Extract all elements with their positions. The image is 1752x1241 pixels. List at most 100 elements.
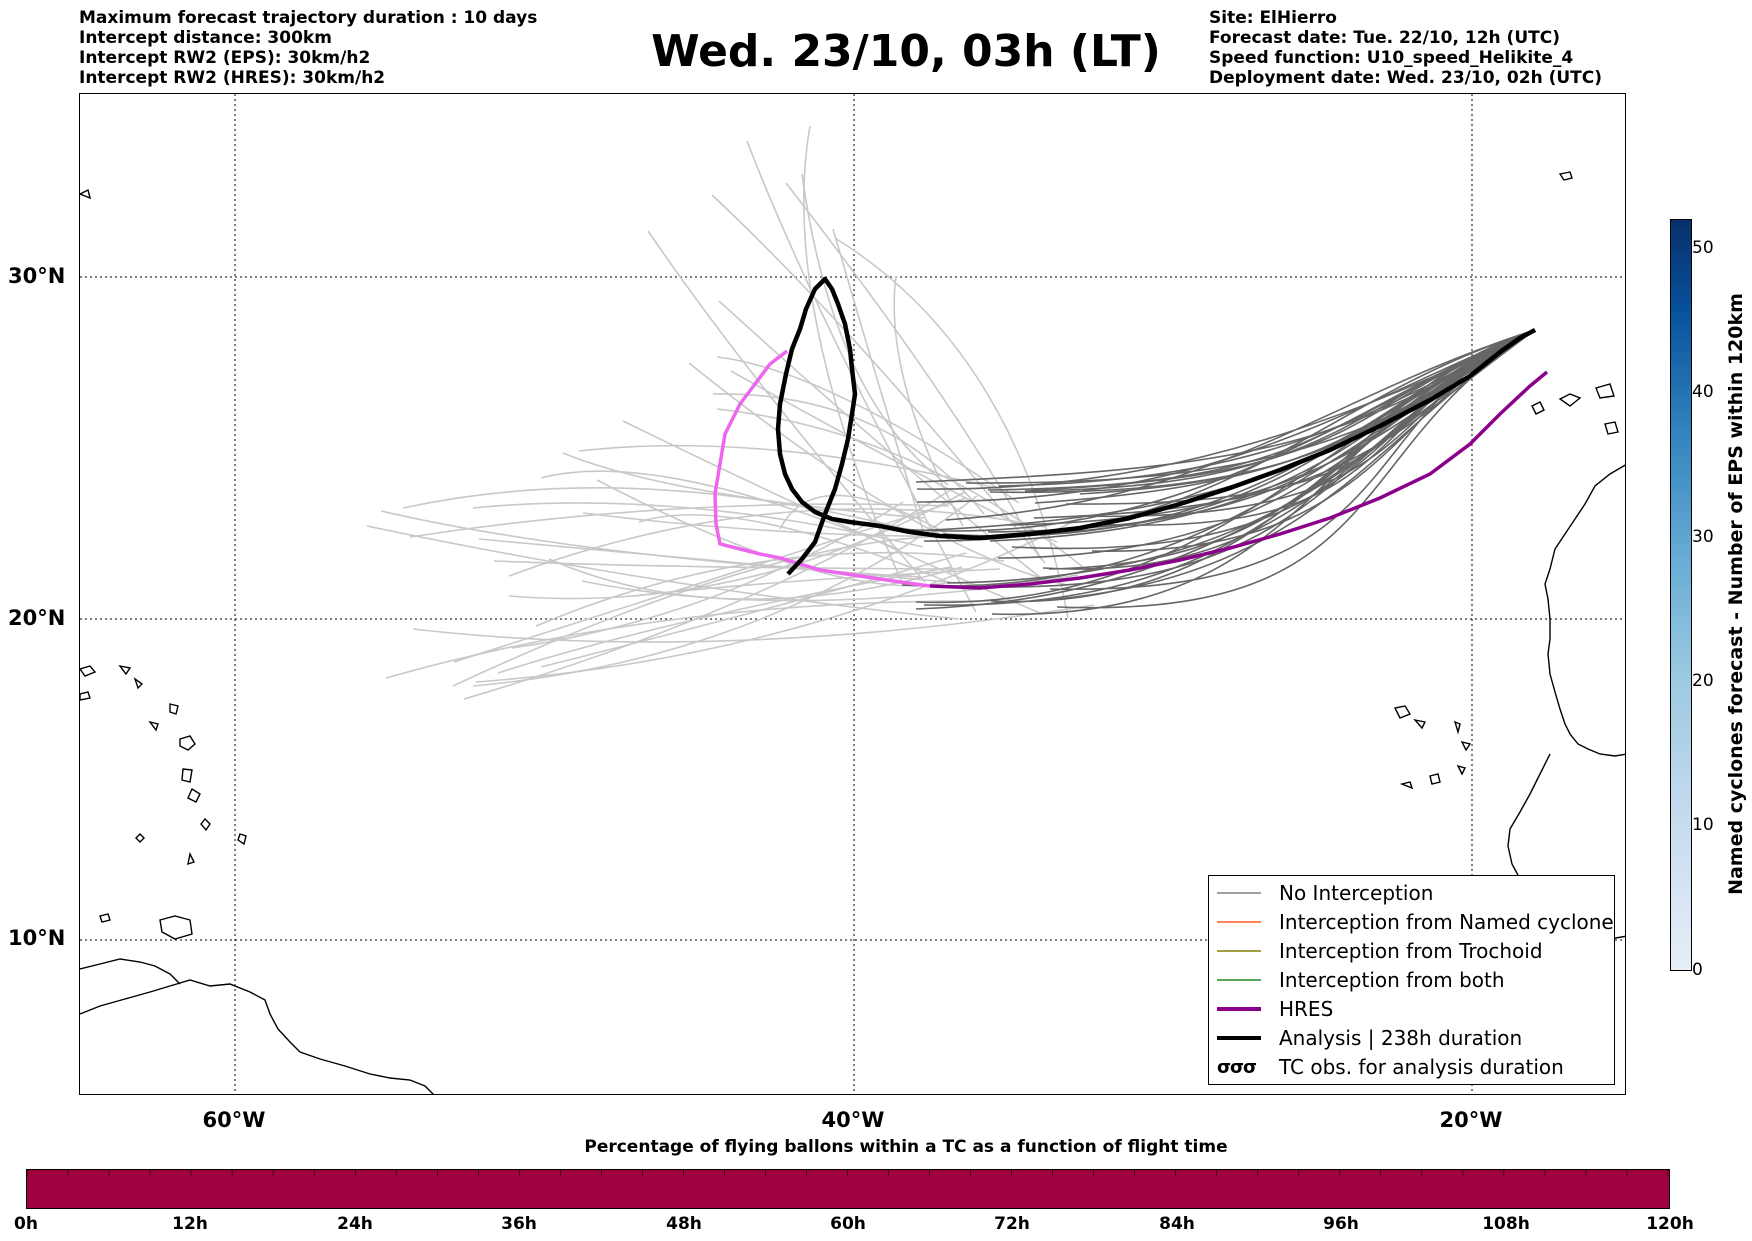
legend-swatch <box>1217 1007 1261 1011</box>
timebar-tick-label: 48h <box>666 1214 702 1234</box>
eps-trajectory-extended <box>688 362 1068 586</box>
legend-item-named-cyclone: Interception from Named cyclone <box>1217 908 1614 936</box>
eps-trajectory-extended <box>622 420 1043 615</box>
eps-trajectory-extended <box>785 182 1042 560</box>
colorbar <box>1670 219 1692 971</box>
eps-trajectory-extended <box>452 535 969 687</box>
legend-label: TC obs. for analysis duration <box>1279 1055 1564 1079</box>
intercept-eps-text: Intercept RW2 (EPS): 30km/h2 <box>79 48 371 68</box>
antilles-4 <box>133 677 144 690</box>
canary-2 <box>1558 393 1582 407</box>
antilles-3 <box>118 664 132 676</box>
antilles-7 <box>80 188 92 200</box>
eps-trajectory-extended <box>463 490 950 700</box>
timebar-title: Percentage of flying ballons within a TC… <box>584 1137 1228 1157</box>
eps-trajectory-extended <box>385 600 991 679</box>
timebar-tick-label: 12h <box>172 1214 208 1234</box>
colorbar-tick: 40 <box>1692 382 1714 402</box>
eps-trajectory-extended <box>540 470 901 551</box>
cape-verde-7 <box>1456 764 1467 776</box>
eps-trajectory-extended <box>716 356 1020 504</box>
timebar-tick-label: 96h <box>1323 1214 1359 1234</box>
island-8 <box>237 833 247 846</box>
tc-symbol-icon: σσσ <box>1217 1056 1257 1078</box>
eps-trajectory-extended <box>508 508 1046 577</box>
colorbar-tick: 30 <box>1692 527 1714 547</box>
legend-swatch <box>1217 921 1261 923</box>
legend-label: Interception from Named cyclone <box>1279 910 1614 934</box>
eps-trajectory <box>1056 329 1536 609</box>
legend-item-hres: HRES <box>1217 995 1333 1023</box>
timebar-tick-label: 60h <box>830 1214 866 1234</box>
cape-verde-6 <box>1399 781 1414 790</box>
max-duration-text: Maximum forecast trajectory duration : 1… <box>79 8 538 28</box>
eps-trajectory <box>998 329 1536 487</box>
eps-trajectory <box>923 329 1536 542</box>
header-right-info: Site: ElHierro Forecast date: Tue. 22/10… <box>1209 8 1602 88</box>
eps-trajectory-extended <box>596 479 947 587</box>
eps-trajectory <box>1079 329 1536 495</box>
timebar-ticks-svg <box>27 1170 1668 1176</box>
eps-trajectory <box>987 329 1536 491</box>
cape-verde-4 <box>1460 740 1472 752</box>
hres-light-track <box>713 349 931 588</box>
eps-trajectory-extended <box>540 552 967 668</box>
eps-trajectory-extended <box>472 495 978 687</box>
legend-label: Interception from both <box>1279 968 1505 992</box>
page-title: Wed. 23/10, 03h (LT) <box>651 26 1161 77</box>
eps-trajectory-extended <box>801 173 949 486</box>
trinidad <box>159 915 193 940</box>
timebar-tick-label: 120h <box>1646 1214 1694 1234</box>
analysis-track <box>775 276 1537 576</box>
eps-trajectory <box>1030 329 1536 491</box>
hres-track <box>929 370 1549 590</box>
header-left-info: Maximum forecast trajectory duration : 1… <box>79 8 537 88</box>
legend-item-tc-obs: σσσ TC obs. for analysis duration <box>1217 1053 1564 1081</box>
island-5 <box>187 787 201 803</box>
legend-item-analysis: Analysis | 238h duration <box>1217 1024 1522 1052</box>
eps-trajectory <box>942 329 1536 537</box>
eps-trajectory-extended <box>475 514 1087 683</box>
eps-trajectory <box>1034 329 1536 504</box>
antilles-1 <box>80 665 97 677</box>
legend-swatch <box>1217 979 1261 981</box>
map-canvas <box>80 94 1625 1094</box>
timebar-tick-label: 0h <box>14 1214 38 1234</box>
antilles-5 <box>169 703 179 715</box>
island-6 <box>181 768 193 783</box>
colorbar-tick: 0 <box>1692 960 1703 980</box>
eps-trajectory-extended <box>412 604 1095 643</box>
island-3 <box>187 851 195 866</box>
legend-label: Analysis | 238h duration <box>1279 1026 1523 1050</box>
eps-trajectory-extended <box>453 497 967 663</box>
eps-trajectory-extended <box>409 503 950 538</box>
canary-3 <box>1595 383 1615 399</box>
forecast-date-text: Forecast date: Tue. 22/10, 12h (UTC) <box>1209 28 1560 48</box>
eps-trajectory-extended <box>508 491 966 600</box>
canary-4 <box>1604 421 1619 435</box>
cape-verde-5 <box>1429 773 1441 785</box>
timebar-tick-label: 24h <box>337 1214 373 1234</box>
lon-label-20w: 20°W <box>1439 1108 1503 1132</box>
colorbar-tick: 10 <box>1692 815 1714 835</box>
lat-label-20n: 20°N <box>8 606 66 630</box>
intercept-distance-text: Intercept distance: 300km <box>79 28 332 48</box>
eps-trajectory-extended <box>718 300 1042 579</box>
eps-trajectory-extended <box>803 125 904 586</box>
timebar-tick-label: 108h <box>1482 1214 1530 1234</box>
eps-dark-trajectories <box>900 329 1536 615</box>
eps-trajectory <box>965 329 1536 484</box>
eps-trajectory-extended <box>497 566 952 674</box>
eps-light-trajectories <box>366 125 1095 700</box>
eps-trajectory <box>991 329 1536 615</box>
madeira <box>1558 171 1573 181</box>
eps-trajectory-extended <box>402 487 919 533</box>
eps-trajectory-extended <box>562 452 925 519</box>
site-text: Site: ElHierro <box>1209 8 1337 28</box>
legend-item-both: Interception from both <box>1217 966 1505 994</box>
legend-label: No Interception <box>1279 881 1434 905</box>
island-4 <box>200 817 211 832</box>
lat-label-10n: 10°N <box>8 926 66 950</box>
island-1 <box>99 913 111 923</box>
eps-trajectory-extended <box>493 560 970 570</box>
